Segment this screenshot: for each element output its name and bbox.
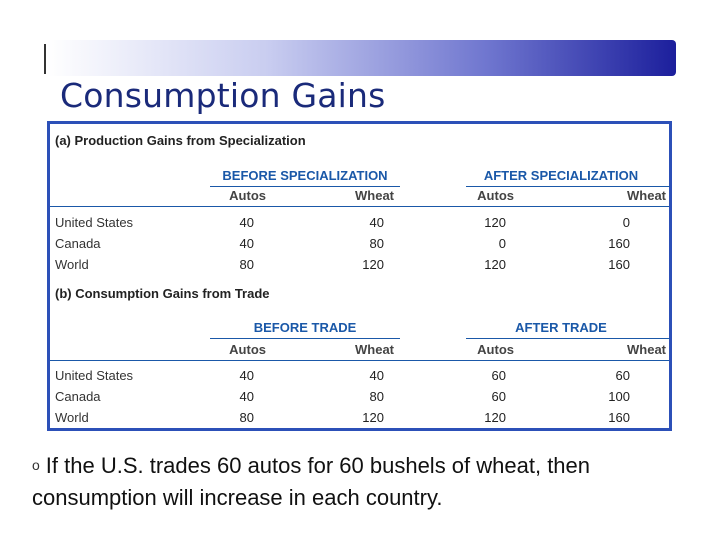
section-b-group-after: AFTER TRADE (515, 320, 607, 335)
title-accent-line (44, 44, 46, 74)
table-cell: 80 (369, 236, 384, 251)
table-cell: 160 (608, 410, 630, 425)
table-cell: 160 (608, 257, 630, 272)
section-a-col-autos-after: Autos (477, 188, 514, 203)
section-b-col-wheat-after: Wheat (627, 342, 666, 357)
section-b-col-wheat-before: Wheat (355, 342, 394, 357)
section-b-header-rule (50, 360, 669, 361)
bullet-text: If the U.S. trades 60 autos for 60 bushe… (32, 453, 591, 510)
table-cell: 60 (615, 368, 630, 383)
section-a-col-wheat-after: Wheat (627, 188, 666, 203)
table-cell: 40 (369, 215, 384, 230)
table-cell: 120 (484, 257, 506, 272)
section-b-after-rule (466, 338, 670, 339)
gains-table-figure: (a) Production Gains from Specialization… (47, 121, 672, 431)
section-b-row-label: Canada (55, 389, 101, 404)
section-b-col-autos-after: Autos (477, 342, 514, 357)
section-b-row-label: World (55, 410, 89, 425)
table-cell: 0 (622, 215, 630, 230)
title-bar-gradient (47, 40, 676, 76)
section-a-col-wheat-before: Wheat (355, 188, 394, 203)
table-cell: 100 (608, 389, 630, 404)
section-a-before-rule (210, 186, 400, 187)
section-a-header-rule (50, 206, 669, 207)
section-a-row-label: United States (55, 215, 134, 230)
table-cell: 80 (239, 410, 254, 425)
section-b-row-label: United States (55, 368, 134, 383)
section-a-title: (a) Production Gains from Specialization (55, 133, 306, 148)
table-cell: 60 (491, 368, 506, 383)
table-cell: 40 (239, 236, 254, 251)
section-a-after-rule (466, 186, 670, 187)
section-a-col-autos-before: Autos (229, 188, 266, 203)
table-cell: 120 (484, 410, 506, 425)
table-cell: 60 (491, 389, 506, 404)
table-cell: 120 (484, 215, 506, 230)
table-cell: 40 (239, 215, 254, 230)
section-b-title: (b) Consumption Gains from Trade (55, 286, 270, 301)
section-a-row-label: World (55, 257, 89, 272)
section-a-group-after: AFTER SPECIALIZATION (483, 168, 639, 183)
bullet-marker: o (32, 457, 40, 473)
table-cell: 40 (239, 368, 254, 383)
slide-title: Consumption Gains (60, 76, 386, 115)
table-cell: 40 (369, 368, 384, 383)
section-a-group-before: BEFORE SPECIALIZATION (222, 168, 388, 183)
table-cell: 120 (362, 410, 384, 425)
section-b-group-before: BEFORE TRADE (253, 320, 357, 335)
table-cell: 80 (369, 389, 384, 404)
section-b-col-autos-before: Autos (229, 342, 266, 357)
section-a-row-label: Canada (55, 236, 101, 251)
bullet-point: o If the U.S. trades 60 autos for 60 bush… (32, 449, 702, 514)
table-cell: 40 (239, 389, 254, 404)
section-b-before-rule (210, 338, 400, 339)
table-cell: 160 (608, 236, 630, 251)
table-cell: 0 (498, 236, 506, 251)
table-cell: 120 (362, 257, 384, 272)
table-cell: 80 (239, 257, 254, 272)
